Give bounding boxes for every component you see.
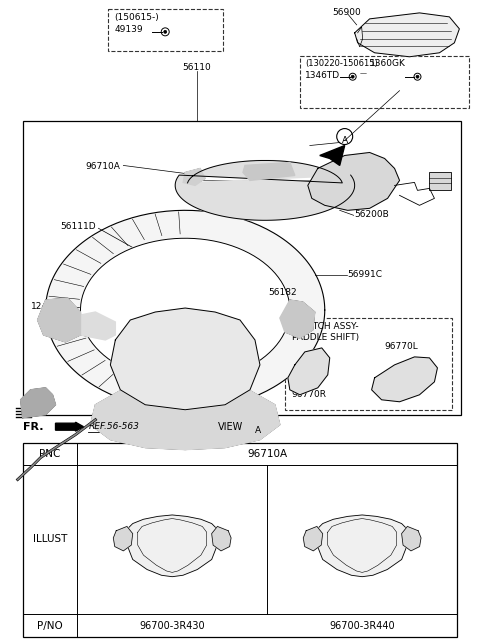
Polygon shape bbox=[303, 526, 323, 551]
Bar bbox=[167, 348, 203, 370]
Text: 56111D: 56111D bbox=[60, 222, 96, 231]
Polygon shape bbox=[243, 162, 295, 180]
Polygon shape bbox=[21, 388, 56, 418]
Text: —: — bbox=[360, 71, 367, 77]
Polygon shape bbox=[318, 515, 407, 577]
Bar bbox=[48, 324, 59, 331]
Polygon shape bbox=[81, 312, 115, 340]
Text: (130220-150615): (130220-150615) bbox=[305, 59, 378, 68]
Text: 56900: 56900 bbox=[333, 8, 361, 17]
Text: 56991C: 56991C bbox=[348, 270, 383, 279]
Bar bbox=[23, 121, 461, 415]
Text: 96710A: 96710A bbox=[247, 449, 288, 458]
Text: A: A bbox=[342, 136, 348, 145]
Bar bbox=[119, 537, 125, 541]
Polygon shape bbox=[402, 526, 421, 551]
Polygon shape bbox=[128, 515, 216, 577]
Bar bbox=[48, 308, 59, 315]
Circle shape bbox=[351, 75, 354, 78]
Bar bbox=[409, 537, 415, 541]
Polygon shape bbox=[372, 357, 437, 402]
Text: 96700-3R430: 96700-3R430 bbox=[139, 621, 205, 630]
Polygon shape bbox=[212, 526, 231, 551]
Text: ILLUST: ILLUST bbox=[33, 534, 67, 544]
Bar bbox=[51, 316, 62, 323]
Text: 56182: 56182 bbox=[268, 288, 297, 297]
Bar bbox=[221, 532, 228, 535]
Polygon shape bbox=[46, 211, 325, 410]
Polygon shape bbox=[37, 298, 81, 342]
FancyArrow shape bbox=[56, 422, 84, 431]
Text: 96700-3R440: 96700-3R440 bbox=[329, 621, 395, 630]
Polygon shape bbox=[183, 168, 205, 186]
Text: PADDLE SHIFT): PADDLE SHIFT) bbox=[292, 333, 359, 342]
Bar bbox=[108, 9, 223, 51]
Text: 96710A: 96710A bbox=[85, 162, 120, 171]
Bar bbox=[411, 532, 418, 535]
Text: 56200B: 56200B bbox=[355, 211, 389, 220]
Bar bbox=[219, 537, 225, 541]
Bar bbox=[116, 532, 123, 535]
Bar bbox=[306, 543, 312, 546]
Bar bbox=[285, 318, 452, 410]
Bar bbox=[411, 543, 418, 546]
Bar bbox=[357, 564, 368, 571]
Polygon shape bbox=[355, 13, 459, 56]
Polygon shape bbox=[288, 348, 330, 395]
Polygon shape bbox=[110, 308, 260, 410]
Bar bbox=[430, 173, 451, 191]
Bar bbox=[308, 537, 315, 541]
Text: REF.56-563: REF.56-563 bbox=[88, 422, 139, 431]
Text: (SWITCH ASSY-: (SWITCH ASSY- bbox=[292, 322, 359, 331]
Circle shape bbox=[416, 75, 419, 78]
Text: P/NO: P/NO bbox=[37, 621, 63, 630]
Bar bbox=[306, 532, 312, 535]
Text: 1346TD: 1346TD bbox=[305, 71, 340, 80]
Text: 1249LD: 1249LD bbox=[31, 302, 65, 311]
Text: FR.: FR. bbox=[23, 422, 43, 431]
Text: 96770L: 96770L bbox=[384, 342, 419, 351]
Text: A: A bbox=[255, 426, 261, 435]
Polygon shape bbox=[280, 300, 315, 338]
Polygon shape bbox=[113, 526, 132, 551]
Circle shape bbox=[164, 30, 167, 33]
Text: 49139: 49139 bbox=[114, 25, 143, 34]
Polygon shape bbox=[308, 153, 399, 211]
Text: VIEW: VIEW bbox=[218, 422, 243, 431]
Polygon shape bbox=[320, 146, 345, 166]
Text: 1360GK: 1360GK bbox=[370, 59, 406, 68]
Text: 56110: 56110 bbox=[183, 63, 212, 72]
Polygon shape bbox=[81, 238, 290, 382]
Text: (150615-): (150615-) bbox=[114, 13, 159, 22]
Polygon shape bbox=[90, 382, 280, 449]
Polygon shape bbox=[175, 160, 355, 220]
Text: 96770R: 96770R bbox=[292, 390, 327, 399]
Text: PNC: PNC bbox=[39, 449, 61, 458]
Bar bbox=[221, 543, 228, 546]
Bar bbox=[23, 442, 457, 637]
Circle shape bbox=[74, 306, 77, 309]
Bar bbox=[116, 543, 123, 546]
Bar bbox=[167, 564, 178, 571]
Bar bbox=[300, 56, 469, 108]
